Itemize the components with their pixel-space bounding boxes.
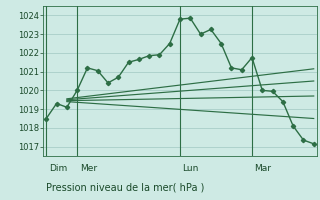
- Text: Mer: Mer: [80, 164, 97, 173]
- Text: Dim: Dim: [49, 164, 67, 173]
- Text: Pression niveau de la mer( hPa ): Pression niveau de la mer( hPa ): [46, 182, 205, 192]
- Text: Mar: Mar: [255, 164, 272, 173]
- Text: Lun: Lun: [182, 164, 199, 173]
